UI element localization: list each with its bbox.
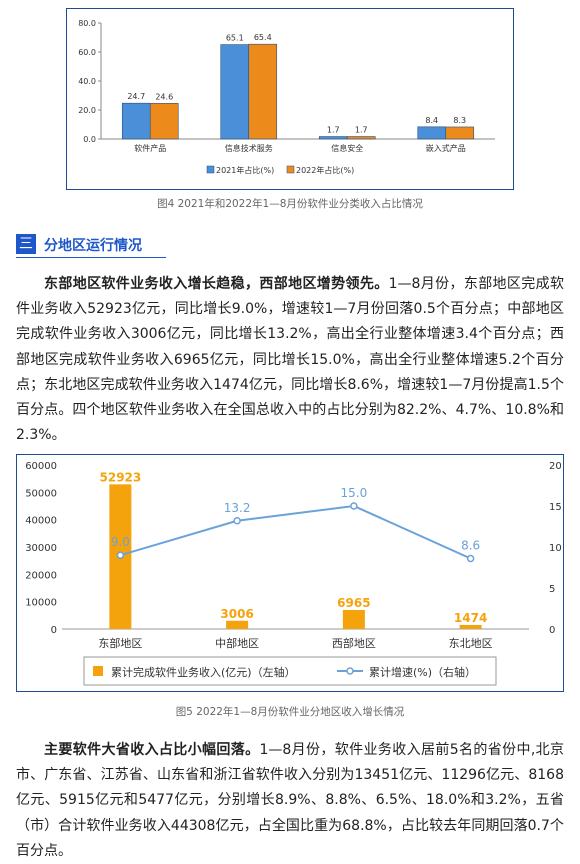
left-y-tick-label: 30000 [25,543,57,554]
y-tick-label: 60.0 [78,48,96,57]
bar-2021 [417,126,447,140]
revenue-bar [459,624,482,629]
left-y-tick-label: 0 [51,625,57,636]
x-category-label: 东北地区 [449,637,493,650]
legend-box [83,656,497,686]
paragraph-provinces-lead: 主要软件大省收入占比小幅回落。 [44,742,260,758]
x-category-label: 东部地区 [98,636,142,650]
revenue-bar [226,620,249,629]
left-y-tick-label: 20000 [25,570,57,581]
bar-2022 [346,136,376,140]
left-y-tick-label: 10000 [25,598,57,609]
growth-rate-point [466,554,475,563]
bar-value-label: 65.1 [226,34,244,43]
bar-2022 [445,126,475,140]
legend-label-growth: 累计增速(%)（右轴） [369,665,476,679]
y-tick-label: 40.0 [78,77,96,86]
figure-5-caption: 图5 2022年1—8月份软件业分地区收入增长情况 [175,706,405,718]
bar-2022 [248,43,278,140]
legend-swatch-2022 [286,165,295,174]
revenue-bar-label: 3006 [220,607,253,621]
y-tick-label: 80.0 [78,19,96,28]
bar-value-label: 24.6 [155,92,173,101]
x-category-label: 嵌入式产品 [426,143,466,153]
revenue-bar-label: 1474 [454,611,487,625]
revenue-bar [342,609,365,629]
figure-5-svg: 0 10000 20000 30000 40000 50000 60000 0 5 10 15 20 5… [25,461,562,686]
bar-value-label: 24.7 [127,92,145,101]
paragraph-regional: 东部地区软件业务收入增长趋稳，西部地区增势领先。1—8月份，东部地区完成软件业务… [16,272,564,448]
growth-rate-label: 15.0 [341,486,368,500]
bar-value-label: 8.4 [425,116,438,125]
section-title: 分地区运行情况 [44,238,142,254]
paragraph-regional-lead: 东部地区软件业务收入增长趋稳，西部地区增势领先。 [44,276,389,292]
x-category-label: 西部地区 [332,636,376,650]
bar-2021 [318,136,348,140]
list-icon: 三 [16,234,36,254]
revenue-bar-label: 52923 [100,470,142,484]
legend-label-2022: 2022年占比(%) [296,165,354,175]
left-y-tick-label: 50000 [25,488,57,499]
legend-label-revenue: 累计完成软件业务收入(亿元)（左轴） [111,665,296,679]
right-y-tick-label: 20 [549,461,562,472]
figure-5-chart: 0 10000 20000 30000 40000 50000 60000 0 5 10 15 20 5… [16,454,564,692]
bar-2021 [220,44,250,140]
legend-swatch-2021 [206,165,215,174]
bar-value-label: 1.7 [355,126,368,135]
y-tick-label: 0.0 [83,135,96,144]
x-category-label: 中部地区 [215,636,259,650]
legend-swatch-growth-marker [346,667,354,675]
growth-rate-point [116,551,125,559]
growth-rate-label: 8.6 [461,538,480,552]
growth-rate-label: 13.2 [224,501,251,515]
x-category-label: 软件产品 [134,143,166,153]
right-y-tick-label: 5 [549,584,555,595]
revenue-bar-label: 6965 [337,596,370,610]
figure-4-svg: 0.0 20.0 40.0 60.0 80.0 24.7 24.6 软件产品 65.1 65.4 信… [78,19,495,175]
growth-rate-point [350,502,358,510]
paragraph-regional-body: 1—8月份，东部地区完成软件业务收入52923亿元，同比增长9.0%，增速较1—… [16,276,564,444]
x-category-label: 信息技术服务 [225,143,273,153]
right-y-tick-label: 15 [549,502,562,513]
right-y-tick-label: 0 [549,625,555,636]
growth-rate-point [233,517,241,525]
legend-label-2021: 2021年占比(%) [216,165,274,175]
growth-rate-line [120,504,472,560]
figure-4-caption: 图4 2021年和2022年1—8月份软件业分类收入占比情况 [157,198,423,210]
legend-swatch-revenue [93,666,103,676]
bar-value-label: 1.7 [327,126,340,135]
left-y-tick-label: 40000 [25,516,57,527]
growth-rate-label: 9.0 [111,535,130,549]
paragraph-provinces-body: 1—8月份，软件业务收入居前5名的省份中,北京市、广东省、江苏省、山东省和浙江省… [16,742,565,859]
bar-value-label: 8.3 [453,116,466,125]
paragraph-provinces: 主要软件大省收入占比小幅回落。1—8月份，软件业务收入居前5名的省份中,北京市、… [16,738,564,864]
right-y-tick-label: 10 [549,543,562,554]
y-tick-label: 20.0 [78,106,96,115]
section-header: 三 分地区运行情况 [16,232,166,258]
figure-4-chart: 0.0 20.0 40.0 60.0 80.0 24.7 24.6 软件产品 65.1 65.4 信… [66,8,514,190]
bar-value-label: 65.4 [254,33,272,42]
bar-2022 [149,103,179,140]
x-category-label: 信息安全 [331,143,363,153]
section-underline [16,257,166,258]
bar-2021 [121,102,151,140]
left-y-tick-label: 60000 [25,461,57,472]
